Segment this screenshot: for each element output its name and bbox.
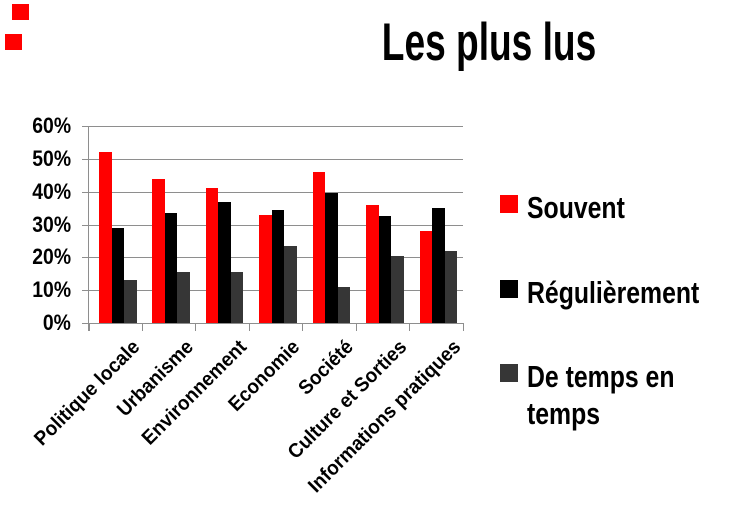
y-tick-label-text: 20%: [32, 244, 71, 270]
legend-swatch-2: [500, 280, 518, 298]
x-tick-5: [355, 323, 357, 331]
legend-item-3: De temps en temps: [500, 358, 737, 432]
chart-title-text: Les plus lus: [381, 13, 597, 72]
x-tick-6: [409, 323, 411, 331]
y-tick-20: [82, 257, 89, 259]
y-tick-60: [82, 126, 89, 127]
bar-souvent-4: [259, 214, 272, 323]
legend-label: Régulièrement: [527, 275, 700, 310]
y-tick-0: [82, 323, 89, 324]
y-tick-label-30pct: 30%: [0, 211, 71, 237]
gridline-baseline: [89, 323, 463, 324]
bar-de-temps-en-temps-5: [337, 286, 351, 323]
y-axis-line: [88, 126, 89, 331]
bar-de-temps-en-temps-3: [230, 272, 244, 323]
y-tick-40: [82, 191, 89, 193]
y-tick-50: [82, 158, 89, 160]
y-tick-label-50pct: 50%: [0, 145, 71, 171]
bar-de-temps-en-temps-7: [444, 250, 458, 323]
bar-régulièrement-1: [111, 227, 124, 323]
y-tick-label-text: 50%: [32, 145, 71, 171]
legend-swatch-3: [500, 364, 518, 382]
bar-souvent-6: [366, 204, 379, 323]
gridline-40: [89, 191, 463, 193]
y-tick-30: [82, 224, 89, 226]
bar-de-temps-en-temps-1: [124, 280, 137, 323]
x-tick-1: [141, 323, 143, 331]
bar-de-temps-en-temps-2: [177, 272, 190, 323]
bar-régulièrement-4: [271, 209, 285, 323]
legend-label: De temps en temps: [527, 359, 675, 431]
legend-swatch-1: [500, 195, 518, 213]
x-tick-2: [195, 323, 197, 331]
y-tick-label-text: 10%: [32, 277, 71, 303]
decor-red-square-top: [12, 4, 29, 20]
legend-item-1: Souvent: [500, 189, 737, 226]
bar-régulièrement-2: [164, 213, 178, 323]
bar-de-temps-en-temps-4: [284, 245, 297, 323]
bar-souvent-3: [205, 188, 219, 323]
x-tick-0: [88, 323, 90, 331]
y-tick-label-text: 60%: [32, 113, 71, 138]
chart-title: Les plus lus: [336, 15, 642, 71]
bar-régulièrement-6: [378, 216, 392, 323]
x-tick-4: [302, 323, 304, 331]
y-tick-label-0pct: 0%: [0, 312, 71, 334]
bar-souvent-5: [312, 171, 326, 323]
y-tick-label-text: 30%: [32, 211, 71, 237]
bar-souvent-2: [152, 178, 165, 323]
x-tick-3: [248, 323, 250, 331]
gridline-50: [89, 158, 463, 160]
gridline-60: [89, 126, 463, 127]
legend-label: Souvent: [527, 190, 625, 225]
bar-de-temps-en-temps-6: [391, 255, 404, 323]
y-tick-label-60pct: 60%: [0, 115, 71, 137]
legend-item-2: Régulièrement: [500, 274, 737, 311]
bar-régulièrement-7: [432, 208, 445, 323]
decor-red-square-bottom: [5, 34, 22, 50]
y-tick-10: [82, 290, 89, 292]
plot-area: [89, 126, 463, 324]
bar-souvent-7: [419, 231, 433, 323]
bar-régulièrement-5: [325, 193, 338, 323]
x-tick-7: [462, 323, 464, 331]
y-tick-label-10pct: 10%: [0, 279, 71, 301]
y-tick-label-text: 40%: [32, 178, 71, 204]
y-tick-label-20pct: 20%: [0, 246, 71, 268]
y-tick-label-text: 0%: [43, 310, 71, 335]
bar-souvent-1: [99, 152, 112, 323]
bar-régulièrement-3: [218, 201, 231, 323]
y-tick-label-40pct: 40%: [0, 178, 71, 204]
